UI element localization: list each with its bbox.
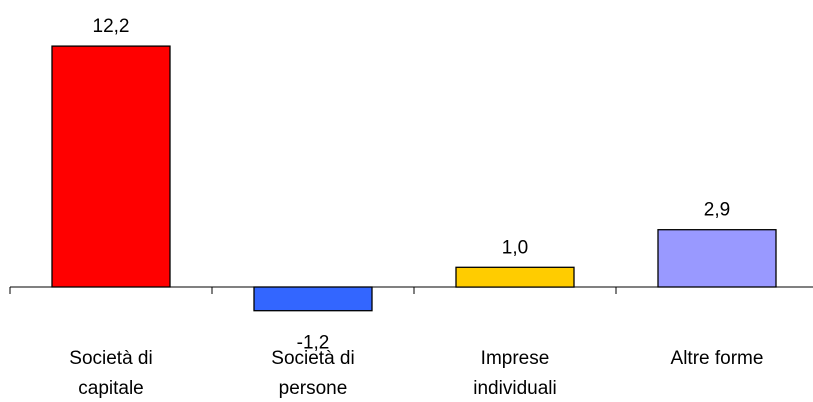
category-label-0-line-0: Società di — [69, 348, 152, 369]
value-label-2: 1,0 — [502, 237, 528, 258]
bar-2 — [455, 266, 575, 288]
bar-3 — [657, 229, 777, 288]
bars-group — [51, 45, 777, 312]
bar-1 — [253, 286, 373, 312]
category-label-0-line-1: capitale — [78, 378, 144, 399]
x-axis — [9, 286, 813, 294]
category-labels-group: Società di capitale Società di persone Impre… — [69, 348, 763, 399]
category-label-3-line-0: Altre forme — [671, 348, 764, 369]
value-label-0: 12,2 — [93, 16, 130, 37]
value-label-3: 2,9 — [704, 200, 730, 221]
category-label-2-line-1: individuali — [473, 378, 556, 399]
value-labels-group: 12,2 -1,2 1,0 2,9 — [93, 16, 731, 354]
value-label-1: -1,2 — [297, 333, 330, 354]
category-label-2-line-0: Imprese — [481, 348, 550, 369]
category-label-1-line-0: Società di — [271, 348, 354, 369]
category-label-1-line-1: persone — [279, 378, 348, 399]
bar-0 — [51, 45, 171, 288]
